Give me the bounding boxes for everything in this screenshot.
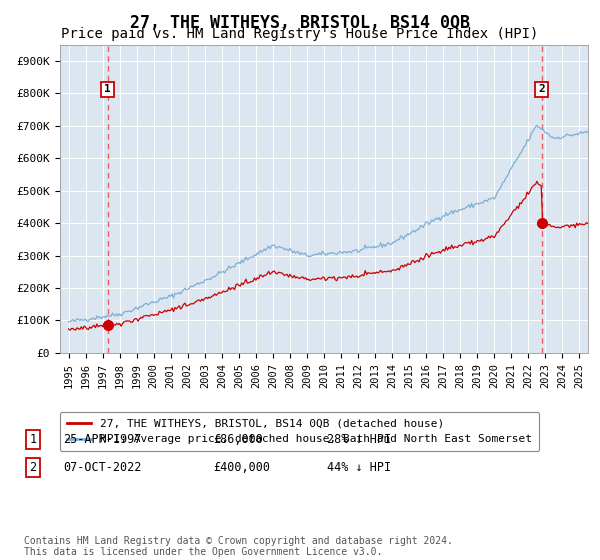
Text: £86,000: £86,000 bbox=[213, 433, 263, 446]
Text: 2: 2 bbox=[29, 461, 37, 474]
Text: 1: 1 bbox=[29, 433, 37, 446]
Legend: 27, THE WITHEYS, BRISTOL, BS14 0QB (detached house), HPI: Average price, detache: 27, THE WITHEYS, BRISTOL, BS14 0QB (deta… bbox=[60, 412, 539, 451]
Text: 07-OCT-2022: 07-OCT-2022 bbox=[63, 461, 142, 474]
Text: £400,000: £400,000 bbox=[213, 461, 270, 474]
Text: Price paid vs. HM Land Registry's House Price Index (HPI): Price paid vs. HM Land Registry's House … bbox=[61, 27, 539, 41]
Text: 2: 2 bbox=[538, 85, 545, 95]
Text: 25-APR-1997: 25-APR-1997 bbox=[63, 433, 142, 446]
Text: 1: 1 bbox=[104, 85, 111, 95]
Text: Contains HM Land Registry data © Crown copyright and database right 2024.
This d: Contains HM Land Registry data © Crown c… bbox=[24, 535, 453, 557]
Text: 27, THE WITHEYS, BRISTOL, BS14 0QB: 27, THE WITHEYS, BRISTOL, BS14 0QB bbox=[130, 14, 470, 32]
Text: 28% ↓ HPI: 28% ↓ HPI bbox=[327, 433, 391, 446]
Text: 44% ↓ HPI: 44% ↓ HPI bbox=[327, 461, 391, 474]
